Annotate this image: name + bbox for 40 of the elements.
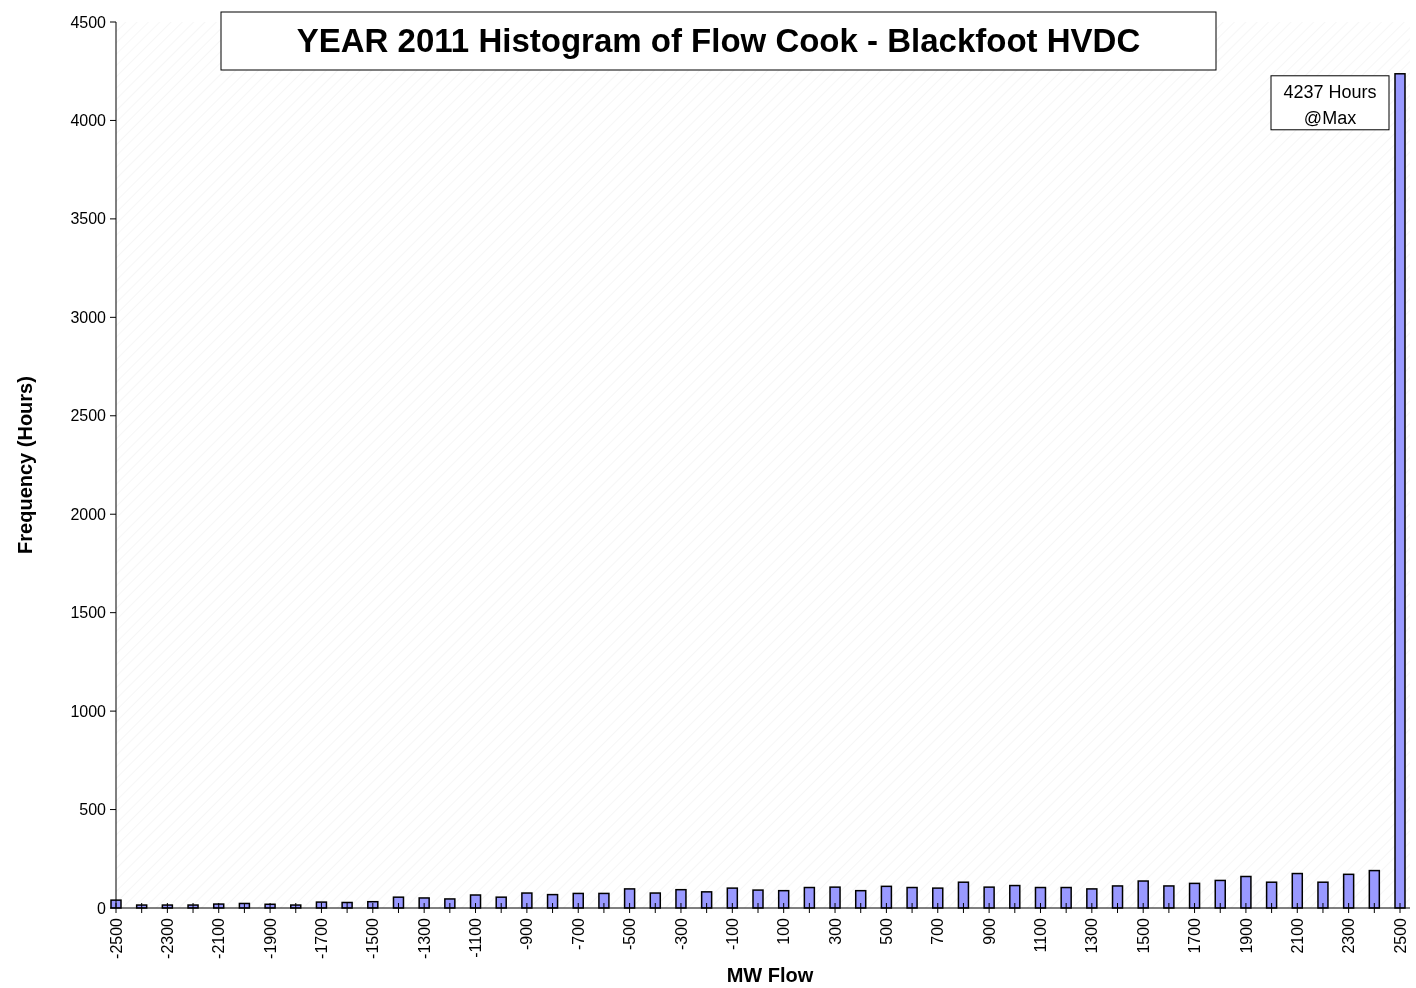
x-tick-label: -1100 (467, 917, 485, 958)
x-tick-label: 900 (980, 917, 998, 945)
x-tick-label: -2300 (158, 917, 176, 959)
x-tick-label: -1900 (261, 917, 279, 959)
x-tick-label: -700 (569, 917, 587, 951)
x-tick-label: 2300 (1340, 917, 1358, 954)
x-tick-label: 2500 (1391, 917, 1409, 954)
y-axis-title: Frequency (Hours) (14, 376, 36, 554)
y-tick-label: 1000 (70, 702, 107, 720)
y-tick-label: 2500 (70, 407, 107, 425)
x-tick-label: 1100 (1032, 917, 1050, 953)
x-tick-label: -500 (621, 917, 639, 951)
x-tick-label: -300 (672, 917, 690, 951)
annotation: 4237 Hours @Max (1283, 81, 1377, 128)
x-tick-label: 1300 (1083, 917, 1101, 954)
y-tick-label: 0 (97, 899, 107, 917)
x-tick-label: -100 (723, 917, 741, 951)
x-tick-label: -900 (518, 917, 536, 951)
x-axis-title: MW Flow (726, 964, 814, 986)
x-tick-label: -1300 (415, 917, 433, 959)
y-tick-label: 1500 (70, 604, 107, 622)
y-tick-label: 2000 (70, 505, 107, 523)
x-tick-label: 100 (775, 917, 793, 945)
chart-title: YEAR 2011 Histogram of Flow Cook - Blackfoot HVDC (296, 22, 1141, 59)
y-tick-label: 4500 (70, 13, 107, 31)
x-tick-label: 1700 (1186, 917, 1204, 954)
y-tick-label: 500 (79, 801, 107, 819)
x-tick-label: 700 (929, 917, 947, 945)
x-tick-label: 500 (878, 917, 895, 945)
y-tick-label: 3000 (70, 308, 107, 326)
x-tick-label: -2500 (107, 917, 125, 959)
x-tick-label: 300 (826, 917, 844, 945)
x-tick-label: -1500 (364, 917, 382, 959)
y-tick-label: 4000 (70, 112, 107, 130)
x-tick-label: -2100 (210, 917, 228, 959)
x-tick-label: 2100 (1288, 917, 1306, 954)
x-tick-label: -1700 (313, 917, 331, 959)
x-tick-label: 1500 (1134, 917, 1152, 954)
y-tick-label: 3500 (70, 210, 107, 228)
x-tick-label: 1900 (1237, 917, 1255, 954)
